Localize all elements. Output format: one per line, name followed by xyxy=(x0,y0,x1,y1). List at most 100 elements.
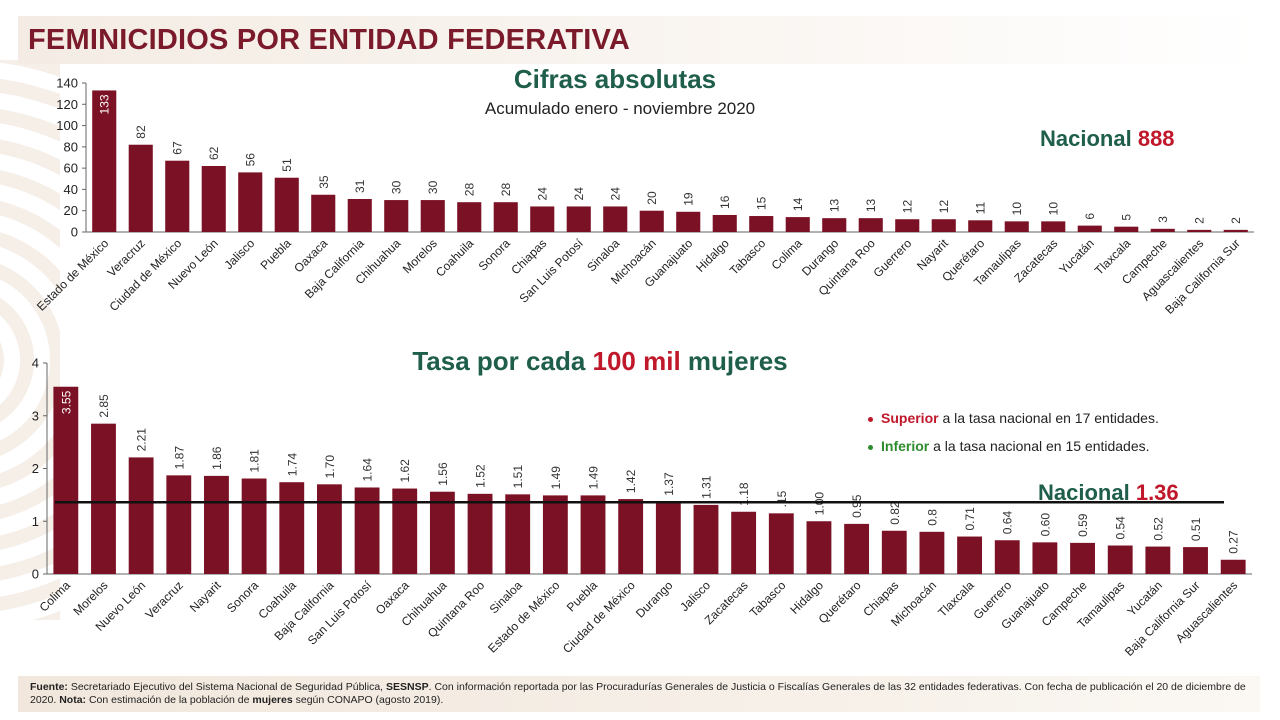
bottom-category-label: Nayarit xyxy=(187,578,224,615)
bottom-bar xyxy=(1107,545,1133,574)
footer-nota-text: Con estimación de la población de xyxy=(86,694,253,706)
top-value-label: 2 xyxy=(1229,217,1243,224)
footer-fuente-text: Secretariado Ejecutivo del Sistema Nacio… xyxy=(67,681,387,693)
legend-inferior-word: Inferior xyxy=(881,438,930,454)
legend-superior: Superior a la tasa nacional en 17 entida… xyxy=(868,404,1159,432)
bottom-value-label: 0.8 xyxy=(925,509,939,526)
bottom-bar xyxy=(279,482,305,574)
top-bar xyxy=(1041,221,1066,232)
top-value-label: 6 xyxy=(1083,213,1097,220)
bottom-category-label: Durango xyxy=(633,578,676,621)
top-bar xyxy=(895,219,920,232)
bottom-bar xyxy=(881,530,907,574)
bottom-bar xyxy=(1220,559,1246,574)
bottom-bar xyxy=(919,531,945,574)
footer-rest1: . Con información reportada por las Proc… xyxy=(30,681,1246,706)
bottom-title-post: mujeres xyxy=(680,346,788,376)
bottom-category-label: Ciudad de México xyxy=(560,578,638,656)
top-y-tick-label: 80 xyxy=(64,139,78,154)
top-value-label: 24 xyxy=(609,187,623,201)
top-value-label: 20 xyxy=(645,191,659,205)
top-value-label: 11 xyxy=(974,202,988,215)
legend-inferior-text: a la tasa nacional en 15 entidades. xyxy=(929,438,1150,454)
bottom-value-label: 1.18 xyxy=(737,482,751,506)
bottom-bar xyxy=(241,478,267,574)
bottom-value-label: 1.42 xyxy=(624,469,638,493)
bottom-bar xyxy=(731,511,757,574)
top-national-value: 888 xyxy=(1137,126,1175,151)
top-bar xyxy=(1223,229,1248,232)
top-y-tick-label: 100 xyxy=(56,118,78,133)
bottom-category-label: Estado de México xyxy=(485,578,563,656)
top-bar xyxy=(712,214,737,232)
top-y-tick-label: 40 xyxy=(64,182,78,197)
top-value-label: 3 xyxy=(1156,216,1170,223)
bottom-title-highlight: 100 mil xyxy=(592,346,681,376)
top-value-label: 13 xyxy=(864,198,878,212)
bottom-value-label: 0.82 xyxy=(888,501,902,525)
bottom-value-label: 1.70 xyxy=(323,455,337,479)
top-bar xyxy=(530,206,555,232)
top-value-label: 56 xyxy=(244,153,258,167)
bottom-value-label: 3.55 xyxy=(59,390,73,414)
footer-text: Fuente: Secretariado Ejecutivo del Siste… xyxy=(30,681,1250,707)
bottom-value-label: 0.95 xyxy=(850,494,864,518)
top-value-label: 28 xyxy=(499,183,513,197)
top-bar xyxy=(566,206,591,232)
bottom-value-label: 1.51 xyxy=(511,465,525,489)
top-bar xyxy=(201,166,226,232)
top-value-label: 82 xyxy=(134,125,148,139)
bottom-value-label: 1.31 xyxy=(699,475,713,499)
bottom-bar xyxy=(580,495,606,574)
bottom-value-label: 0.52 xyxy=(1151,517,1165,541)
top-bar xyxy=(858,218,883,232)
bottom-bar xyxy=(505,494,531,574)
top-y-tick-label: 60 xyxy=(64,161,78,176)
bottom-bar xyxy=(204,475,229,574)
page-title: FEMINICIDIOS POR ENTIDAD FEDERATIVA xyxy=(28,24,631,56)
top-bar xyxy=(968,220,993,232)
bottom-national-value: 1.36 xyxy=(1135,480,1179,505)
top-value-label: 30 xyxy=(390,180,404,194)
top-bar xyxy=(749,216,774,232)
top-value-label: 19 xyxy=(682,192,696,206)
top-national-total: Nacional 888 xyxy=(1040,126,1175,152)
top-bar xyxy=(1114,226,1139,232)
bottom-bar xyxy=(316,484,342,574)
rate-legend: Superior a la tasa nacional en 17 entida… xyxy=(868,404,1159,460)
top-value-label: 15 xyxy=(755,196,769,210)
bottom-value-label: 0.59 xyxy=(1076,513,1090,537)
top-bar xyxy=(128,144,153,232)
bottom-value-label: 1.86 xyxy=(210,446,224,470)
bottom-y-tick-label: 0 xyxy=(32,567,39,582)
top-bar xyxy=(822,218,847,232)
top-value-label: 30 xyxy=(426,180,440,194)
top-value-label: 51 xyxy=(280,158,294,172)
bottom-bar xyxy=(618,499,644,574)
top-bar xyxy=(785,217,810,232)
bottom-value-label: 1.74 xyxy=(285,453,299,477)
legend-inferior-dot xyxy=(868,444,873,450)
bottom-bar xyxy=(91,423,116,574)
bottom-bar xyxy=(467,493,493,574)
bottom-value-label: 1.52 xyxy=(474,464,488,488)
top-bar xyxy=(384,200,409,232)
bottom-category-label: Colima xyxy=(37,578,74,615)
top-chart-subtitle: Acumulado enero - noviembre 2020 xyxy=(484,99,756,118)
legend-superior-word: Superior xyxy=(881,410,939,426)
bottom-value-label: 0.60 xyxy=(1038,513,1052,537)
bottom-bar xyxy=(768,513,794,574)
top-value-label: 12 xyxy=(937,200,951,214)
footer-mujeres: mujeres xyxy=(252,694,293,706)
bottom-bar xyxy=(806,521,832,574)
bottom-value-label: 0.27 xyxy=(1227,530,1241,554)
top-bar xyxy=(603,206,628,232)
top-value-label: 67 xyxy=(171,141,185,155)
top-bar xyxy=(493,202,518,232)
top-y-tick-label: 140 xyxy=(56,76,78,91)
bottom-value-label: 1.49 xyxy=(549,466,563,490)
bottom-value-label: 1.81 xyxy=(248,449,262,473)
footer-sesnsp: SESNSP xyxy=(386,681,429,693)
top-value-label: 35 xyxy=(317,175,331,189)
